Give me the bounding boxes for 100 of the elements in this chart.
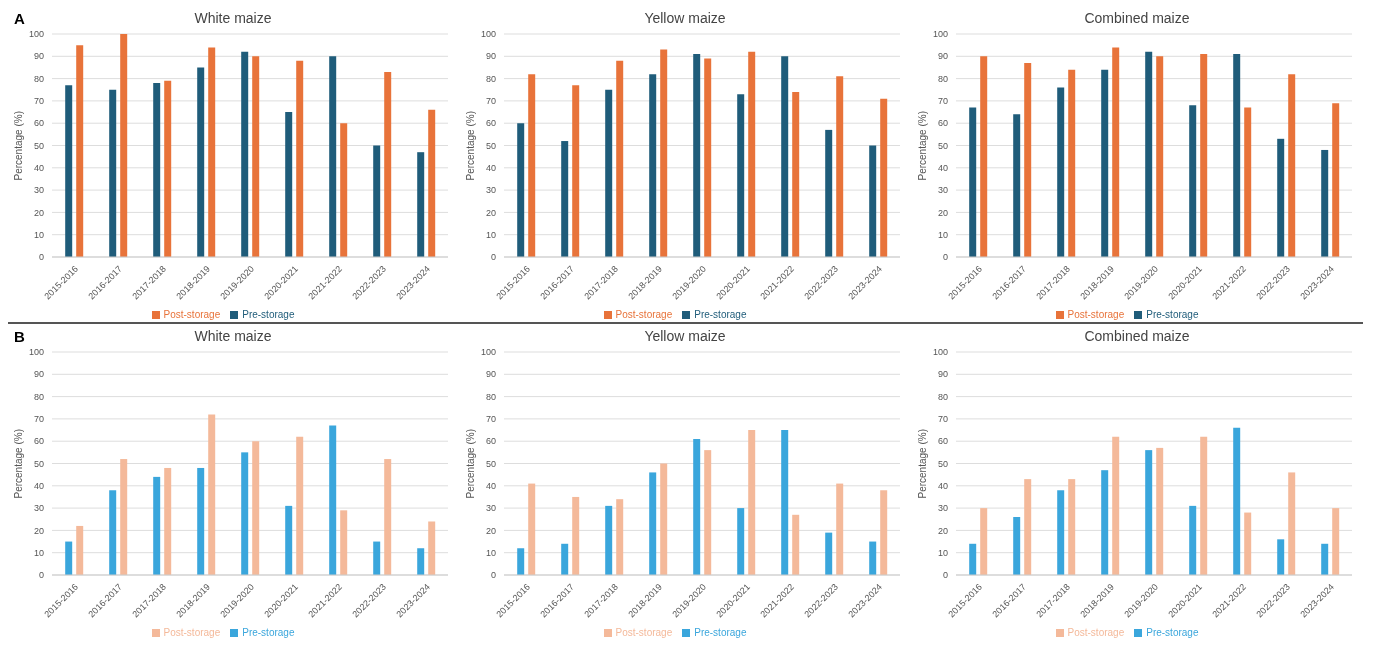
bar — [1321, 543, 1329, 575]
bar — [1189, 505, 1197, 575]
bar — [197, 67, 205, 257]
bar — [980, 508, 988, 575]
legend-label: Post-storage — [163, 309, 221, 320]
bar — [781, 430, 789, 575]
y-tick-label: 90 — [33, 369, 44, 380]
bar — [1233, 54, 1241, 257]
bar — [285, 505, 293, 575]
bar — [1156, 447, 1164, 575]
legend-label: Pre-storage — [694, 627, 747, 638]
y-tick-label: 50 — [937, 458, 948, 469]
bar — [660, 49, 668, 257]
y-tick-label: 80 — [937, 73, 948, 84]
bar — [208, 47, 216, 257]
y-tick-label: 60 — [485, 118, 496, 129]
bar — [980, 56, 988, 257]
bar — [748, 430, 756, 575]
bar — [1112, 47, 1120, 257]
bar — [329, 56, 337, 257]
bar — [880, 490, 888, 575]
bar — [329, 425, 337, 575]
y-tick-label: 40 — [33, 480, 44, 491]
y-tick-label: 0 — [490, 570, 496, 581]
y-tick-label: 20 — [937, 207, 948, 218]
y-tick-label: 20 — [937, 525, 948, 536]
bar — [164, 467, 172, 575]
y-tick-label: 50 — [33, 458, 44, 469]
bar — [649, 472, 657, 575]
bar — [373, 145, 381, 257]
bar — [748, 51, 756, 257]
bar — [969, 107, 977, 257]
bar — [1156, 56, 1164, 257]
y-tick-label: 60 — [33, 436, 44, 447]
y-tick-label: 40 — [485, 163, 496, 173]
y-tick-label: 10 — [937, 547, 948, 558]
y-tick-label: 0 — [38, 252, 44, 263]
y-tick-label: 50 — [33, 140, 44, 151]
y-tick-label: 70 — [33, 96, 44, 107]
bar — [164, 80, 172, 257]
y-axis-title: Percentage (%) — [916, 429, 928, 499]
y-tick-label: 0 — [38, 570, 44, 581]
bar — [1024, 479, 1032, 575]
y-tick-label: 70 — [937, 96, 948, 107]
y-tick-label: 80 — [33, 391, 44, 402]
y-tick-label: 80 — [937, 391, 948, 402]
bar — [417, 548, 425, 575]
bar — [572, 496, 580, 575]
bar — [737, 94, 745, 257]
bar — [836, 483, 844, 575]
y-tick-label: 100 — [480, 29, 496, 40]
y-tick-label: 100 — [28, 347, 44, 358]
bar — [1288, 74, 1296, 257]
bar — [1288, 472, 1296, 575]
y-tick-label: 100 — [932, 347, 948, 358]
bar — [428, 521, 436, 575]
bar — [252, 441, 260, 575]
bar — [1101, 69, 1109, 257]
bar — [76, 525, 84, 575]
bar — [1332, 103, 1340, 257]
y-tick-label: 10 — [937, 229, 948, 240]
bar — [1068, 479, 1076, 575]
bar — [561, 141, 569, 257]
y-tick-label: 60 — [937, 118, 948, 129]
bar — [1244, 512, 1252, 575]
bar — [1277, 138, 1285, 257]
y-axis-title: Percentage (%) — [916, 111, 928, 181]
bar — [1244, 107, 1252, 257]
bar — [1112, 436, 1120, 575]
y-tick-label: 30 — [937, 503, 948, 514]
bar — [1068, 69, 1076, 257]
y-tick-label: 90 — [33, 51, 44, 62]
bar — [109, 490, 117, 575]
y-tick-label: 0 — [490, 252, 496, 263]
bar — [153, 476, 161, 575]
y-axis-title: Percentage (%) — [12, 429, 24, 499]
bar — [208, 414, 216, 575]
bar — [296, 60, 304, 257]
bar — [693, 438, 701, 575]
y-tick-label: 40 — [485, 480, 496, 491]
bar — [572, 85, 580, 257]
y-tick-label: 0 — [942, 252, 948, 263]
bar — [561, 543, 569, 575]
bar — [517, 548, 525, 575]
bar — [528, 483, 536, 575]
bar — [384, 459, 392, 575]
y-tick-label: 70 — [937, 414, 948, 425]
y-tick-label: 70 — [485, 414, 496, 425]
bar — [1101, 470, 1109, 575]
bar — [252, 56, 260, 257]
bar — [825, 129, 833, 257]
y-tick-label: 90 — [937, 369, 948, 380]
legend-label: Pre-storage — [242, 309, 295, 320]
y-tick-label: 0 — [942, 570, 948, 581]
bar — [869, 145, 877, 257]
bar — [296, 436, 304, 575]
bar — [693, 54, 701, 257]
bar — [109, 89, 117, 257]
bar — [649, 74, 657, 257]
legend-label: Post-storage — [615, 309, 673, 320]
